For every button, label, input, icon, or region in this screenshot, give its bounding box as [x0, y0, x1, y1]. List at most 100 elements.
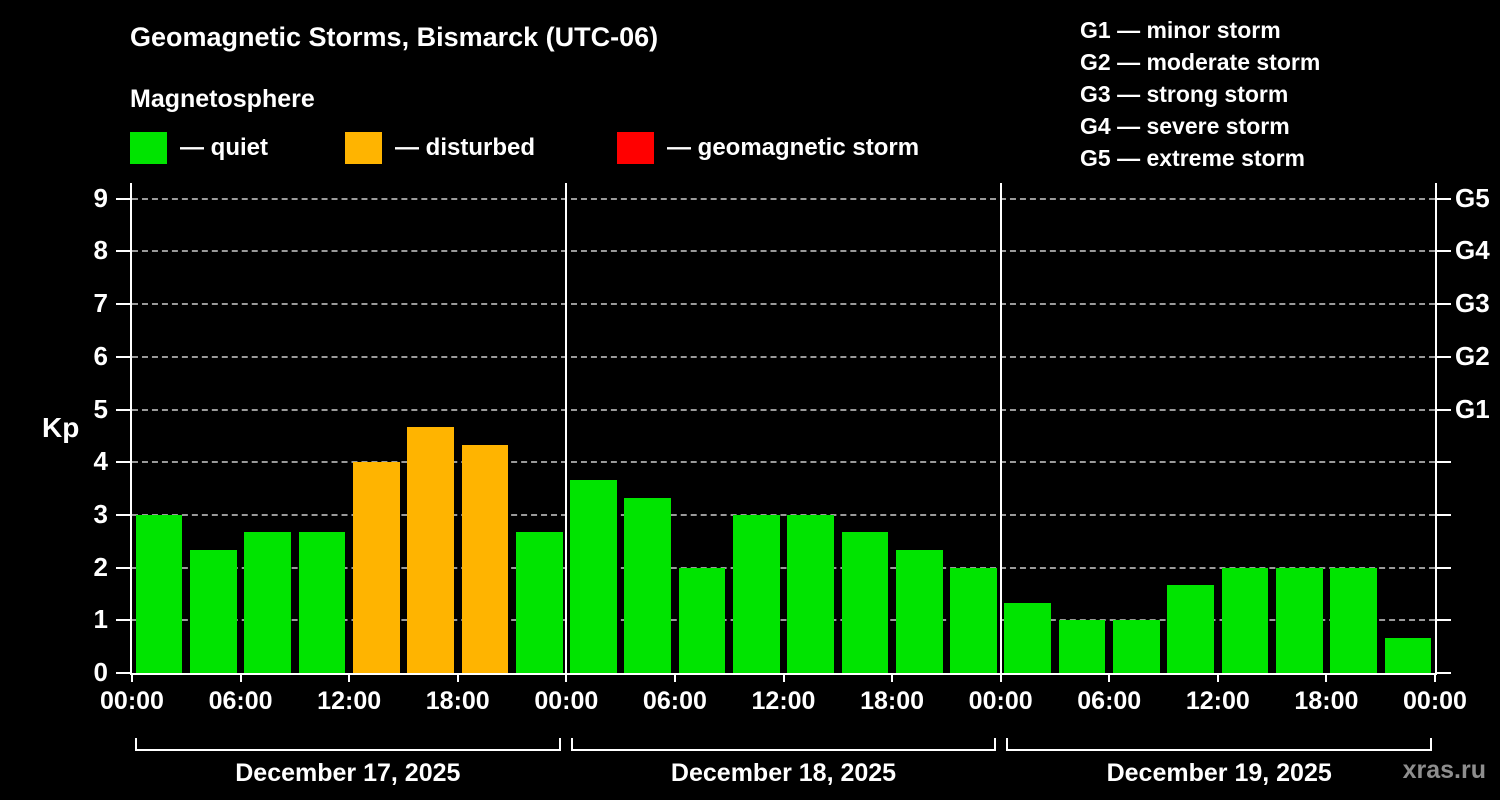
day-bracket — [570, 738, 997, 751]
y-axis-tick-label: 8 — [93, 235, 108, 266]
day-bracket — [135, 738, 561, 751]
legend-label-disturbed: — disturbed — [395, 134, 536, 161]
y-axis-tick — [116, 619, 130, 622]
kp-bar — [1384, 637, 1432, 673]
date-label: December 19, 2025 — [1106, 759, 1332, 787]
y-axis-tick-label: 6 — [93, 340, 108, 371]
quiet-color-swatch — [130, 132, 167, 164]
g2-legend-line: G2 — moderate storm — [1080, 49, 1321, 75]
y-axis-tick — [1437, 408, 1451, 411]
x-axis-tick-label: 18:00 — [1294, 687, 1359, 715]
y-axis-tick — [1437, 461, 1451, 464]
g5-legend-line: G5 — extreme storm — [1080, 145, 1305, 171]
x-axis-tick — [891, 673, 894, 682]
x-axis-tick — [1216, 673, 1219, 682]
y-axis-tick-label: 0 — [93, 657, 108, 687]
day-separator — [999, 183, 1002, 673]
gridline-kp-3 — [132, 513, 1435, 516]
x-axis-tick — [456, 673, 459, 682]
g1-legend-line: G1 — minor storm — [1080, 17, 1281, 43]
kp-bar — [461, 444, 509, 673]
g-level-label-g4: G4 — [1455, 235, 1490, 266]
y-axis-tick-label: 3 — [93, 498, 108, 529]
gridline-kp-7 — [132, 303, 1435, 306]
y-axis-tick — [116, 408, 130, 411]
kp-bar — [515, 532, 563, 673]
x-axis-tick-label: 06:00 — [1077, 687, 1142, 715]
y-axis-title: Kp — [42, 412, 80, 443]
page-title: Geomagnetic Storms, Bismarck (UTC-06) — [130, 22, 659, 52]
kp-bar — [895, 550, 943, 673]
g-scale-legend: G1 — minor storm G2 — moderate storm G3 … — [1080, 14, 1320, 174]
x-axis-tick — [239, 673, 242, 682]
legend-label-storm: — geomagnetic storm — [667, 134, 920, 161]
x-axis-tick-label: 00:00 — [100, 687, 164, 715]
x-axis-tick — [565, 673, 568, 682]
y-axis-tick — [1437, 250, 1451, 253]
kp-bar — [570, 479, 617, 673]
y-axis-tick — [1437, 303, 1451, 306]
x-axis-tick-label: 12:00 — [317, 687, 382, 715]
kp-bar — [244, 532, 292, 673]
y-axis-tick — [1437, 672, 1451, 674]
g4-legend-line: G4 — severe storm — [1080, 113, 1290, 139]
x-axis-tick-label: 18:00 — [860, 687, 925, 715]
y-axis-tick — [116, 355, 130, 358]
gridline-kp-8 — [132, 250, 1435, 253]
x-axis-tick-label: 12:00 — [1185, 687, 1250, 715]
x-axis-tick — [348, 673, 351, 682]
kp-bar — [678, 567, 726, 673]
gridline-kp-9 — [132, 197, 1435, 200]
kp-bar — [1330, 567, 1377, 673]
x-axis-tick-label: 12:00 — [751, 687, 816, 715]
gridline-kp-4 — [132, 461, 1435, 464]
x-axis-tick — [1108, 673, 1111, 682]
y-axis-tick — [1437, 619, 1451, 622]
date-axis: December 17, 2025 December 18, 2025 Decemb… — [130, 738, 1437, 788]
y-axis-tick — [1437, 513, 1451, 516]
y-axis-tick — [116, 250, 130, 253]
x-axis-tick — [131, 673, 133, 682]
kp-bar — [841, 532, 889, 673]
y-axis-tick — [116, 303, 130, 306]
g3-legend-line: G3 — strong storm — [1080, 81, 1289, 107]
x-axis-tick — [1325, 673, 1328, 682]
day-separator — [565, 183, 568, 673]
x-axis-tick-label: 06:00 — [642, 687, 707, 715]
x-axis-tick — [999, 673, 1002, 682]
kp-bar — [787, 514, 834, 673]
y-axis-tick-label: 1 — [93, 604, 108, 635]
kp-bar — [624, 497, 672, 673]
g-level-label-g2: G2 — [1455, 340, 1490, 371]
g-level-label-g3: G3 — [1455, 288, 1490, 319]
y-axis-tick — [1437, 355, 1451, 358]
chart-subtitle: Magnetosphere — [130, 85, 315, 113]
legend-item-disturbed: — disturbed — [345, 132, 535, 164]
date-label: December 17, 2025 — [235, 759, 461, 787]
x-axis-tick — [673, 673, 676, 682]
y-axis-tick — [1437, 197, 1451, 200]
kp-bar — [1004, 602, 1052, 673]
kp-bar — [1113, 620, 1160, 673]
x-axis-tick-label: 00:00 — [1403, 687, 1467, 715]
day-section: December 17, 2025 — [130, 738, 566, 788]
gridline-kp-6 — [132, 355, 1435, 358]
y-axis-tick-label: 7 — [93, 288, 108, 319]
kp-bar — [1275, 567, 1323, 673]
gridline-kp-5 — [132, 408, 1435, 411]
legend-label-quiet: — quiet — [180, 134, 268, 161]
kp-bar — [1167, 585, 1215, 673]
y-axis-tick-label: 5 — [93, 393, 108, 424]
day-section: December 18, 2025 — [566, 738, 1002, 788]
y-axis-tick — [116, 197, 130, 200]
x-axis-tick — [1434, 673, 1436, 682]
gridline-kp-2 — [132, 566, 1435, 569]
plot-area: 0 1 2 3 4 5 6 7 8 9 G1 G2 G3 G4 G5 00:00 06:00 12:00 18:00… — [94, 183, 1490, 715]
y-axis-tick — [1437, 566, 1451, 569]
kp-bar — [298, 532, 346, 673]
watermark: xras.ru — [1402, 756, 1486, 784]
storm-color-swatch — [617, 132, 654, 164]
legend-item-quiet: — quiet — [130, 132, 268, 164]
disturbed-color-swatch — [345, 132, 382, 164]
